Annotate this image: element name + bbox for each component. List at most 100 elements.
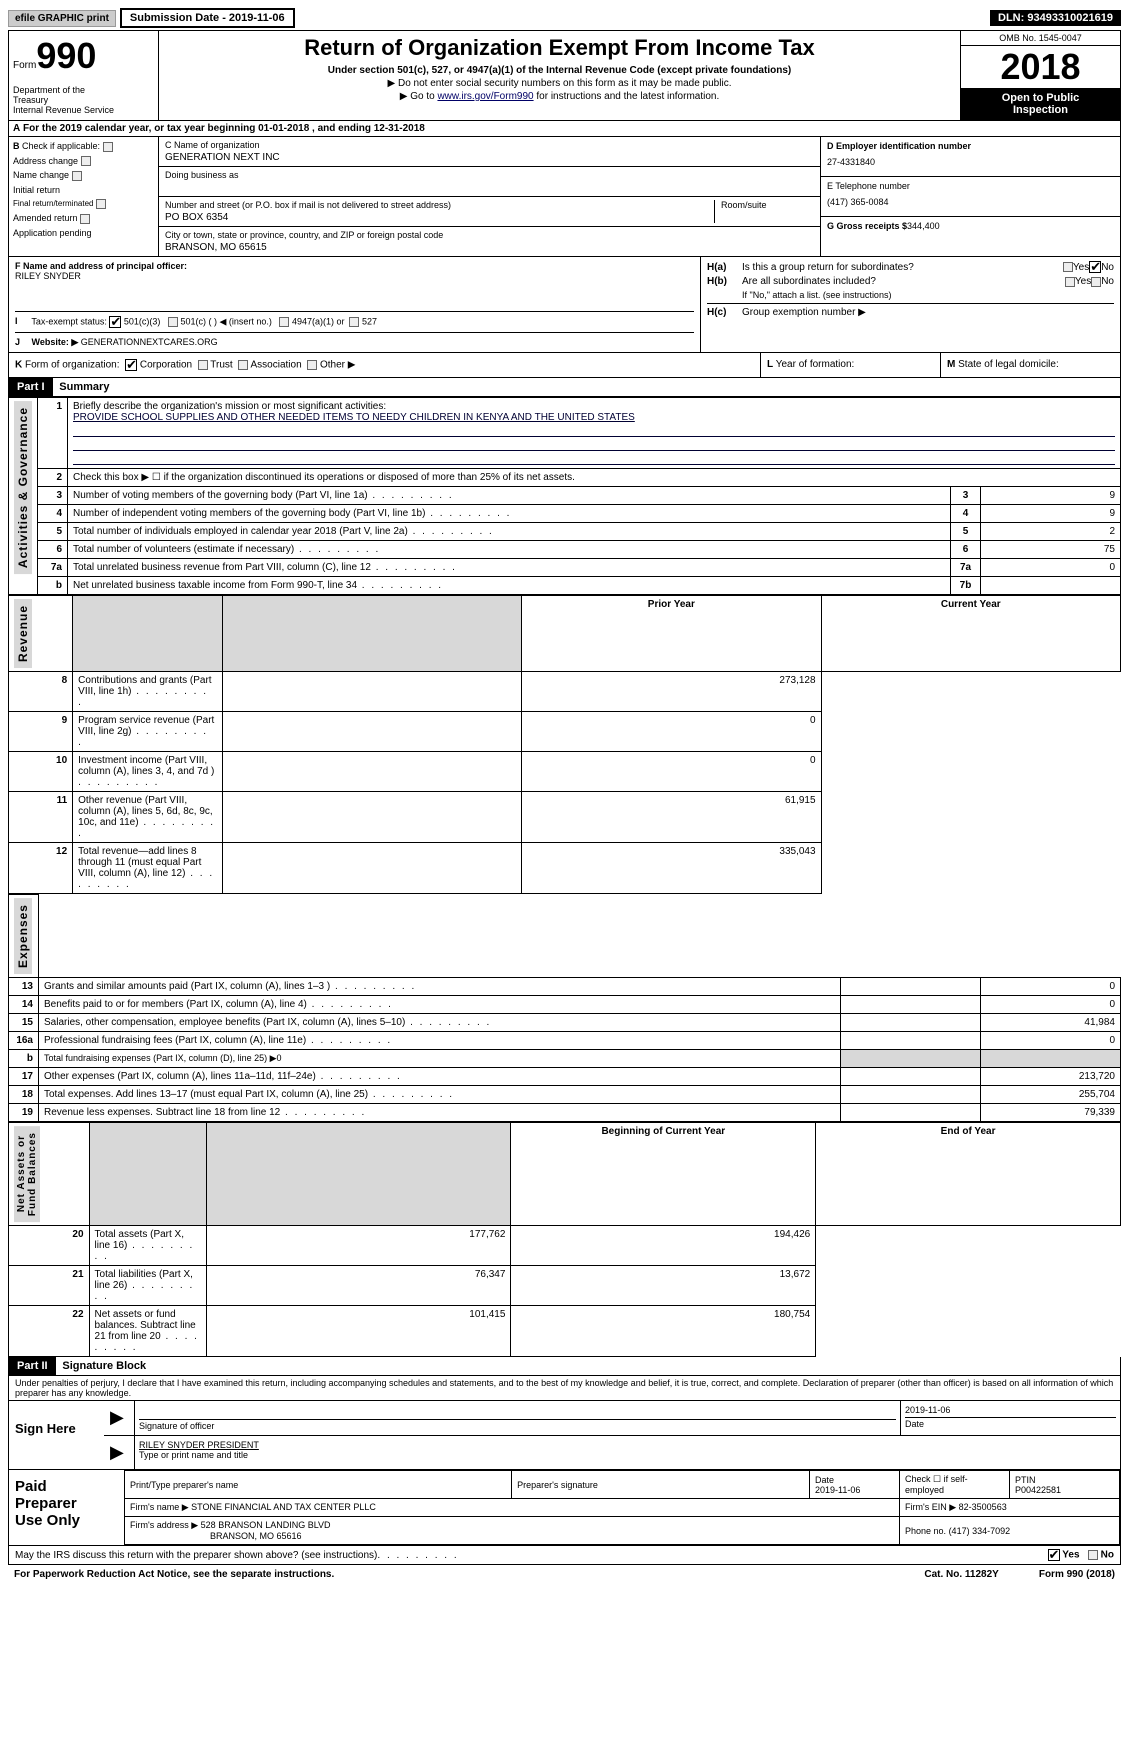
irs-link[interactable]: www.irs.gov/Form990 bbox=[437, 91, 533, 102]
line-num: 3 bbox=[38, 487, 68, 505]
firm-address: Firm's address ▶ 528 BRANSON LANDING BLV… bbox=[125, 1517, 900, 1545]
open-inspection: Open to PublicInspection bbox=[961, 88, 1120, 120]
checkbox-corp[interactable] bbox=[125, 359, 137, 371]
hdr-blank bbox=[73, 596, 223, 672]
dba-field: Doing business as bbox=[159, 167, 820, 197]
checkbox-501c3[interactable] bbox=[109, 316, 121, 328]
checkbox[interactable] bbox=[81, 156, 91, 166]
line-num: 13 bbox=[9, 978, 39, 996]
checkbox-no[interactable] bbox=[1089, 261, 1101, 273]
checkbox-yes[interactable] bbox=[1048, 1549, 1060, 1561]
checkbox[interactable] bbox=[279, 317, 289, 327]
instr-post: for instructions and the latest informat… bbox=[534, 91, 720, 102]
line-num: 16a bbox=[9, 1032, 39, 1050]
checkbox-yes[interactable] bbox=[1065, 277, 1075, 287]
prior-year-hdr: Prior Year bbox=[522, 596, 821, 672]
c-value: GENERATION NEXT INC bbox=[165, 152, 814, 163]
no-label: No bbox=[1101, 1550, 1114, 1561]
form-of-org: K Form of organization: Corporation Trus… bbox=[9, 353, 760, 377]
hb-label: H(b) bbox=[707, 276, 742, 287]
line-desc: Total expenses. Add lines 13–17 (must eq… bbox=[39, 1086, 841, 1104]
line-num: 15 bbox=[9, 1014, 39, 1032]
checkbox[interactable] bbox=[103, 142, 113, 152]
opt-initial: Initial return bbox=[13, 185, 154, 195]
checkbox[interactable] bbox=[168, 317, 178, 327]
prior-val bbox=[841, 996, 981, 1014]
tax-year: 2018 bbox=[961, 46, 1120, 88]
checkbox-no[interactable] bbox=[1088, 1550, 1098, 1560]
line-num: 22 bbox=[9, 1306, 90, 1357]
d-value: 27-4331840 bbox=[827, 157, 1114, 167]
efile-button[interactable]: efile GRAPHIC print bbox=[8, 10, 116, 27]
line-desc: Total assets (Part X, line 16) bbox=[89, 1226, 206, 1266]
dots bbox=[377, 1550, 458, 1561]
line-num: 9 bbox=[9, 712, 73, 752]
instr-goto: ▶ Go to www.irs.gov/Form990 for instruct… bbox=[163, 91, 956, 102]
prep-name-hdr: Print/Type preparer's name bbox=[125, 1471, 512, 1499]
yes-label: Yes bbox=[1075, 276, 1091, 287]
name-title-field: RILEY SNYDER PRESIDENT Type or print nam… bbox=[134, 1436, 1120, 1469]
prior-val bbox=[841, 1068, 981, 1086]
line-2-num: 2 bbox=[38, 469, 68, 487]
sign-here-label: Sign Here bbox=[9, 1401, 104, 1469]
checkbox[interactable] bbox=[238, 360, 248, 370]
k-label: K bbox=[15, 360, 22, 371]
part1-title: Summary bbox=[55, 378, 113, 396]
line-desc: Professional fundraising fees (Part IX, … bbox=[39, 1032, 841, 1050]
checkbox[interactable] bbox=[72, 171, 82, 181]
checkbox[interactable] bbox=[198, 360, 208, 370]
checkbox[interactable] bbox=[80, 214, 90, 224]
pra-notice: For Paperwork Reduction Act Notice, see … bbox=[14, 1569, 334, 1580]
instr-ssn: ▶ Do not enter social security numbers o… bbox=[163, 78, 956, 89]
curr-val: 61,915 bbox=[522, 792, 821, 843]
i-label: I bbox=[15, 316, 29, 326]
hdr-blank bbox=[89, 1123, 206, 1226]
form-title: Return of Organization Exempt From Incom… bbox=[163, 35, 956, 61]
yes-label: Yes bbox=[1062, 1550, 1079, 1561]
curr-val: 0 bbox=[522, 712, 821, 752]
current-year-hdr: Current Year bbox=[821, 596, 1120, 672]
f-label: F Name and address of principal officer: bbox=[15, 261, 187, 271]
line-ref: 5 bbox=[951, 523, 981, 541]
line-num: 10 bbox=[9, 752, 73, 792]
shade-cell bbox=[981, 1050, 1121, 1068]
line-desc: Total fundraising expenses (Part IX, col… bbox=[39, 1050, 841, 1068]
arrow-icon: ▶ bbox=[104, 1401, 134, 1435]
line-val: 75 bbox=[981, 541, 1121, 559]
prior-val bbox=[222, 752, 521, 792]
addr-label: Number and street (or P.O. box if mail i… bbox=[165, 200, 714, 210]
line-desc: Total number of volunteers (estimate if … bbox=[68, 541, 951, 559]
checkbox[interactable] bbox=[349, 317, 359, 327]
section-b-checkboxes: B Check if applicable: Address change Na… bbox=[9, 137, 159, 256]
curr-val: 79,339 bbox=[981, 1104, 1121, 1122]
checkbox-yes[interactable] bbox=[1063, 262, 1073, 272]
boy-val: 76,347 bbox=[206, 1266, 511, 1306]
line-num: b bbox=[38, 577, 68, 595]
opt-corp: Corporation bbox=[140, 360, 192, 371]
checkbox[interactable] bbox=[307, 360, 317, 370]
i-text: Tax-exempt status: bbox=[31, 316, 107, 326]
j-label: J bbox=[15, 337, 29, 347]
hc-label: H(c) bbox=[707, 307, 742, 318]
checkbox[interactable] bbox=[96, 199, 106, 209]
c-label: C Name of organization bbox=[165, 140, 814, 150]
opt-final: Final return/terminated bbox=[13, 199, 154, 209]
city-value: BRANSON, MO 65615 bbox=[165, 242, 814, 253]
omb-number: OMB No. 1545-0047 bbox=[961, 31, 1120, 46]
ha-text: Is this a group return for subordinates? bbox=[742, 262, 1063, 273]
curr-val: 0 bbox=[981, 978, 1121, 996]
no-label: No bbox=[1101, 262, 1114, 273]
curr-val: 255,704 bbox=[981, 1086, 1121, 1104]
self-employed: Check ☐ if self-employed bbox=[900, 1471, 1010, 1499]
line-desc: Salaries, other compensation, employee b… bbox=[39, 1014, 841, 1032]
opt-527: 527 bbox=[362, 316, 377, 326]
side-revenue: Revenue bbox=[14, 599, 32, 668]
form-number-cell: Form990 Department of theTreasuryInterna… bbox=[9, 31, 159, 120]
form-num: 990 bbox=[36, 35, 96, 76]
prep-sig-hdr: Preparer's signature bbox=[512, 1471, 810, 1499]
phone-field: E Telephone number (417) 365-0084 bbox=[821, 177, 1120, 217]
checkbox-no[interactable] bbox=[1091, 277, 1101, 287]
prior-val bbox=[841, 1104, 981, 1122]
side-net: Net Assets orFund Balances bbox=[14, 1126, 40, 1222]
opt-pending: Application pending bbox=[13, 228, 154, 238]
